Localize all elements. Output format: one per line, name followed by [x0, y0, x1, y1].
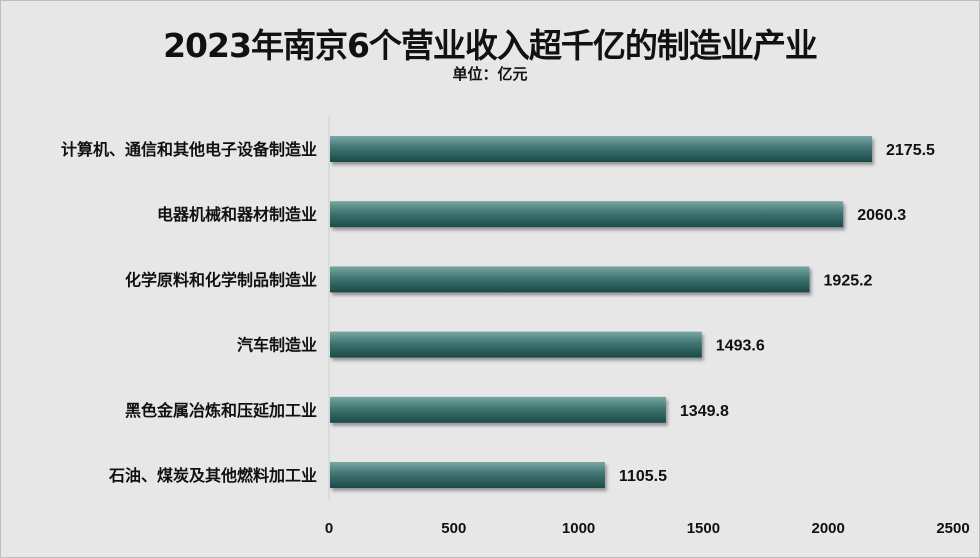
bar — [330, 462, 605, 488]
category-label: 计算机、通信和其他电子设备制造业 — [61, 140, 317, 159]
category-label: 化学原料和化学制品制造业 — [125, 270, 317, 289]
x-tick-label: 500 — [441, 520, 466, 537]
bar — [330, 266, 810, 293]
value-label: 1349.8 — [680, 403, 729, 420]
chart-subtitle: 单位：亿元 — [452, 65, 528, 83]
bar — [330, 136, 873, 162]
category-label: 黑色金属冶炼和压延加工业 — [125, 401, 317, 420]
x-tick-label: 1000 — [562, 520, 595, 537]
value-label: 1925.2 — [824, 272, 873, 289]
chart-title: 2023年南京6个营业收入超千亿的制造业产业 — [163, 26, 818, 65]
category-label: 电器机械和器材制造业 — [157, 205, 317, 224]
category-label: 汽车制造业 — [237, 336, 317, 355]
value-label: 1493.6 — [716, 338, 765, 355]
bar — [330, 331, 702, 358]
value-label: 2175.5 — [886, 142, 935, 159]
value-label: 2060.3 — [857, 207, 906, 224]
x-tick-label: 1500 — [687, 520, 720, 537]
value-label: 1105.5 — [619, 468, 667, 485]
x-tick-label: 2000 — [812, 520, 845, 537]
bar — [330, 201, 844, 228]
x-tick-label: 0 — [325, 520, 333, 537]
x-tick-label: 2500 — [936, 520, 969, 537]
bar — [330, 396, 666, 423]
category-label: 石油、煤炭及其他燃料加工业 — [108, 466, 317, 485]
